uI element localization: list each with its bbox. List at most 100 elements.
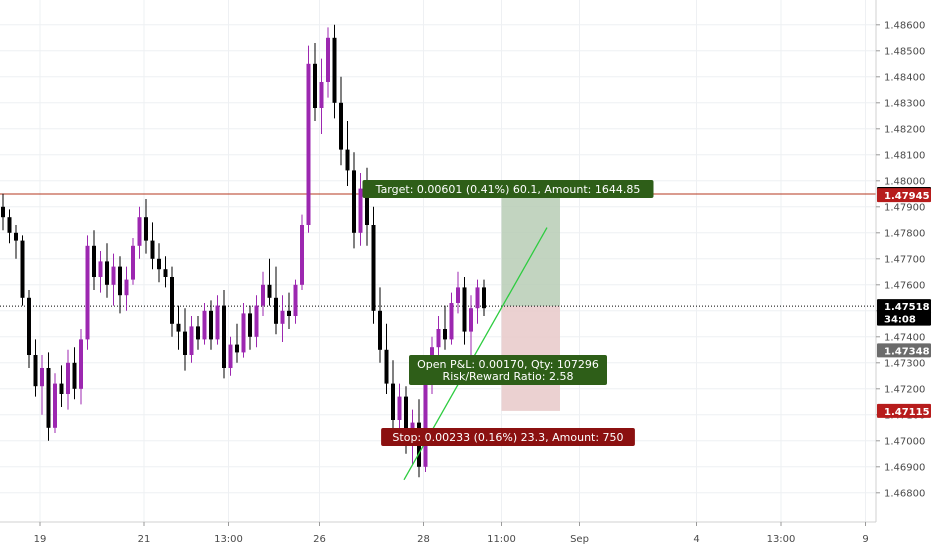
candle-body [111,266,116,285]
price-tick-label: 1.47900 [884,202,925,213]
candle-body [423,383,428,467]
candle-body [59,383,64,394]
price-tag-text: 1.47518 [884,302,930,313]
price-tick-label: 1.47800 [884,228,925,239]
price-tag-countdown: 34:08 [877,311,931,326]
candle-body [280,310,285,324]
candle-body [352,170,356,233]
time-tick-label: 4 [693,534,699,545]
price-tag-text: 1.47945 [884,191,930,202]
stop-label[interactable]: Stop: 0.00233 (0.16%) 23.3, Amount: 750 [381,428,635,446]
candle-body [215,305,220,340]
price-tick-label: 1.47000 [884,436,925,447]
price-tag-p3: 1.47518 [877,299,931,314]
price-tick-label: 1.47300 [884,358,925,369]
stop-label-text: Stop: 0.00233 (0.16%) 23.3, Amount: 750 [392,431,623,444]
candle-body [235,344,239,353]
price-tick-label: 1.46800 [884,488,925,499]
price-tick-label: 1.48000 [884,176,925,187]
candle-body [222,305,226,368]
open-pnl-label-bg [409,355,607,385]
candle-body [241,313,246,353]
candle-body [176,323,181,332]
candle-body [1,206,5,218]
candles [1,24,486,478]
time-tick-label: 11:00 [487,534,516,545]
target-label-bg [362,180,654,198]
candle-body [267,284,272,298]
candle-body [105,261,109,285]
time-tick-label: 19 [34,534,47,545]
candle-body [358,188,363,233]
time-tick-label: Sep [570,534,589,545]
candle-body [462,287,467,332]
candle-body [397,396,402,420]
stop-label-bg [381,428,635,446]
candle-body [92,245,96,277]
position-annotations[interactable]: Target: 0.00601 (0.41%) 60.1, Amount: 16… [362,180,654,446]
price-tick-label: 1.48400 [884,72,925,83]
price-tick-label: 1.48300 [884,98,925,109]
price-axis-background [876,0,932,522]
time-tick-label: 9 [862,534,868,545]
candle-body [98,261,103,277]
candle-body [339,102,343,150]
candle-body [254,305,259,337]
candle-body [209,310,213,340]
candle-body [293,284,298,316]
price-tick-label: 1.46900 [884,462,925,473]
open-pnl-label[interactable]: Open P&L: 0.00170, Qty: 107296Risk/Rewar… [409,355,607,385]
candle-body [313,63,317,108]
candle-body [345,149,350,171]
candle-body [124,279,129,296]
candle-body [456,287,460,303]
price-tag-p5: 1.47115 [877,403,931,418]
candle-body [482,287,486,309]
target-label[interactable]: Target: 0.00601 (0.41%) 60.1, Amount: 16… [362,180,654,198]
candle-body [20,240,25,298]
candle-body [475,287,480,309]
candle-body [33,355,38,387]
candle-body [300,225,304,285]
candle-body [326,37,330,82]
open-pnl-label-text: Risk/Reward Ratio: 2.58 [443,370,574,383]
candle-body [436,329,441,348]
time-axis[interactable]: 19 21 13:00 26 28 11:00 Sep 4 13:00 9 [0,521,876,545]
price-tick-label: 1.47700 [884,254,925,265]
candle-body [53,383,57,428]
target-zone[interactable] [501,194,561,307]
candle-body [72,362,77,389]
candle-body [332,37,337,103]
candle-body [85,245,90,340]
candle-body [163,269,168,277]
candle-body [469,308,473,332]
candle-body [228,344,233,368]
candle-body [79,339,83,389]
price-tick-label: 1.48500 [884,46,925,57]
candle-body [404,396,408,444]
candle-body [261,284,265,306]
candle-body [371,225,376,311]
candle-body [391,383,395,420]
candle-body [150,240,155,259]
price-tag-text: 1.47115 [884,407,930,418]
price-tick-label: 1.48200 [884,124,925,135]
price-axis[interactable]: 1.48600 1.48500 1.48400 1.48300 1.48200 1.481… [875,0,932,522]
price-tick-label: 1.47400 [884,332,925,343]
price-tick-label: 1.48100 [884,150,925,161]
candle-body [202,310,207,340]
candle-body [183,331,187,355]
candle-body [40,368,44,387]
candle-body [274,297,278,324]
price-tick-label: 1.47600 [884,280,925,291]
candle-body [118,266,122,296]
price-tag-p2: 1.47945 [877,188,931,203]
candle-body [66,362,70,394]
candle-body [287,310,291,316]
candle-body [14,232,18,241]
price-tick-label: 1.48600 [884,20,925,31]
candle-body [384,349,389,384]
candle-body [189,326,194,355]
candle-body [170,277,174,324]
